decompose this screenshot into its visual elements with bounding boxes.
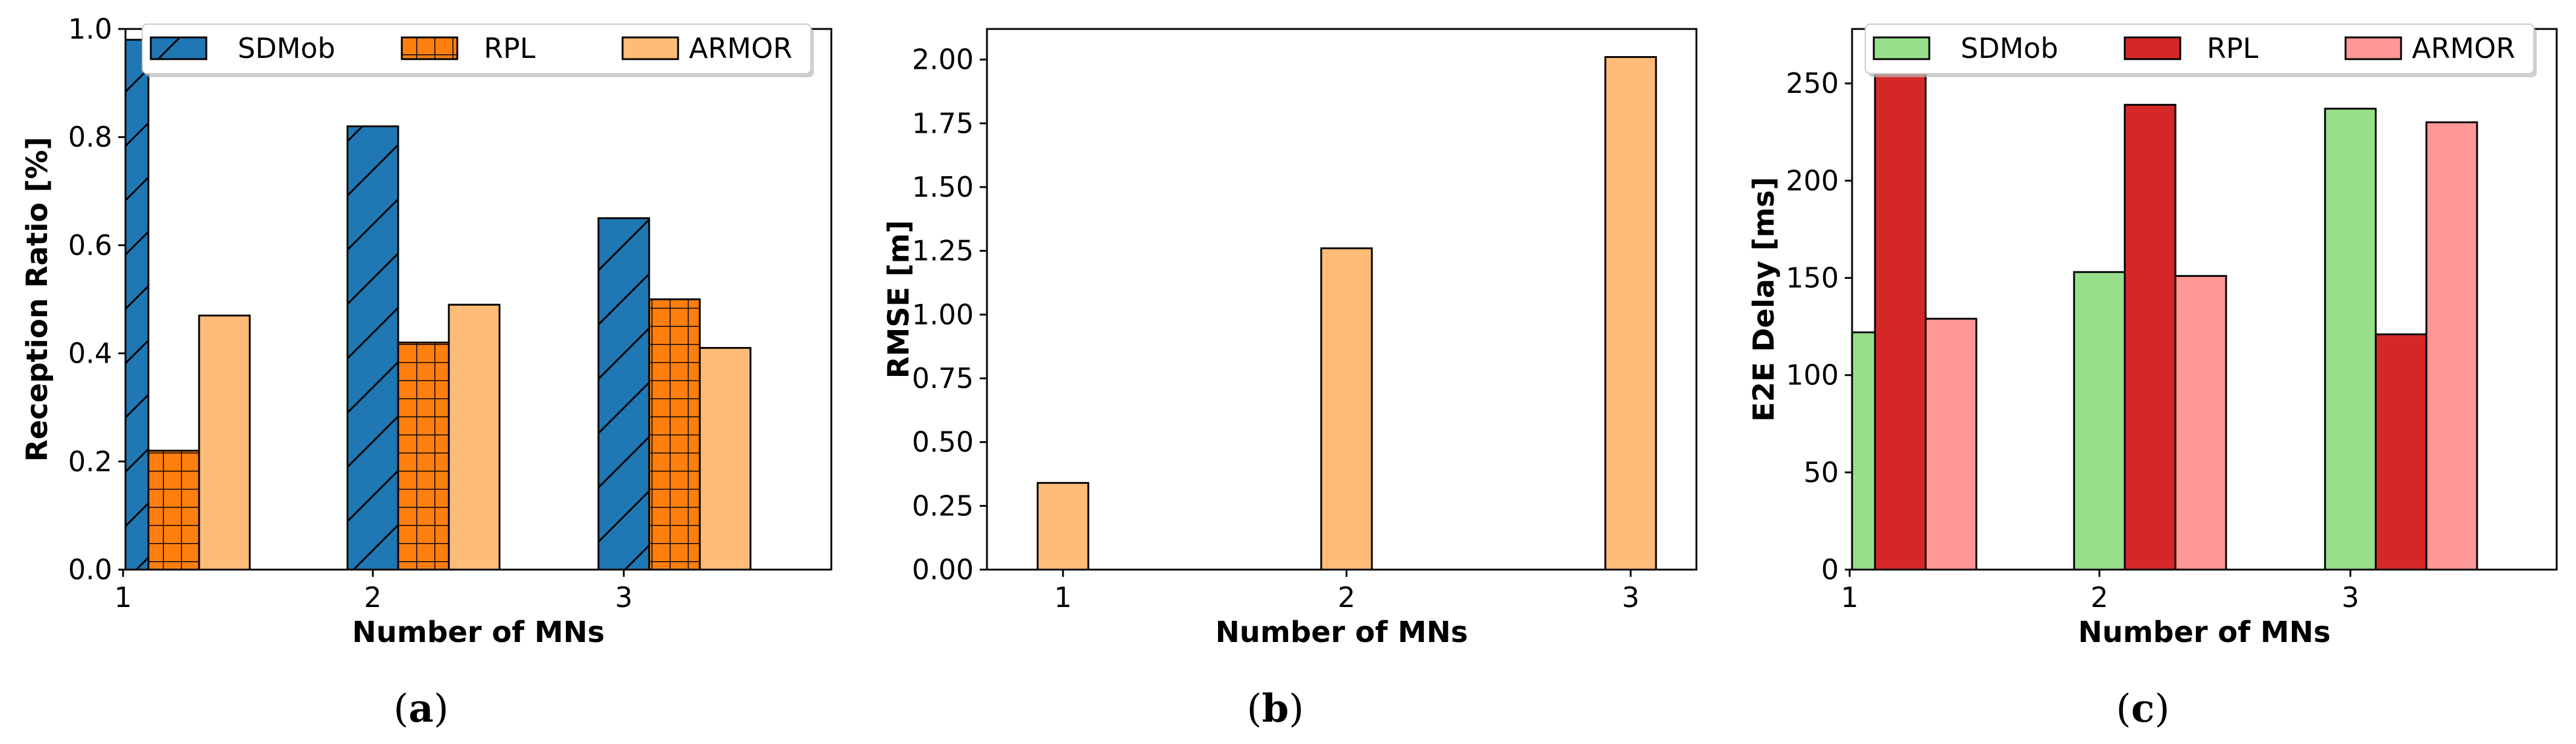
x-tick-label: 1 bbox=[114, 581, 132, 614]
x-tick-label: 3 bbox=[615, 581, 632, 614]
bar-armor-1 bbox=[198, 314, 251, 570]
legend-label-armor: ARMOR bbox=[689, 32, 792, 65]
x-tick-label: 1 bbox=[1054, 581, 1071, 614]
y-axis-label: E2E Delay [ms] bbox=[1747, 177, 1781, 422]
panel-caption: (b) bbox=[1247, 686, 1304, 731]
y-axis-label: RMSE [m] bbox=[882, 220, 916, 379]
legend-label-sdmob: SDMob bbox=[1961, 32, 2058, 65]
bars bbox=[1036, 56, 1657, 570]
bar-rpl-2 bbox=[2124, 104, 2177, 570]
y-tick-label: 250 bbox=[1786, 67, 1839, 100]
legend-label-rpl: RPL bbox=[2207, 32, 2259, 65]
bar-sdmob-3 bbox=[2324, 107, 2377, 570]
bar-armor-2 bbox=[1320, 247, 1373, 570]
bar-rpl-2 bbox=[397, 342, 450, 570]
bar-sdmob-1 bbox=[125, 39, 150, 570]
y-tick-label: 1.50 bbox=[912, 171, 974, 203]
y-tick-label: 50 bbox=[1803, 456, 1839, 489]
bar-armor-1 bbox=[1036, 482, 1090, 570]
legend-swatch-rpl bbox=[2124, 36, 2181, 60]
y-tick-label: 0.8 bbox=[68, 121, 112, 153]
bar-armor-3 bbox=[1604, 56, 1657, 570]
bar-sdmob-2 bbox=[346, 125, 399, 570]
y-tick-label: 200 bbox=[1786, 164, 1839, 197]
x-tick-label: 2 bbox=[2090, 581, 2108, 614]
legend-swatch-armor bbox=[2344, 36, 2402, 60]
legend-swatch-rpl bbox=[401, 36, 458, 60]
legend-swatch-sdmob bbox=[150, 36, 208, 60]
panel-caption: (c) bbox=[2116, 686, 2170, 731]
x-axis-label: Number of MNs bbox=[1216, 615, 1468, 649]
bar-armor-3 bbox=[2425, 121, 2478, 570]
x-tick-label: 3 bbox=[2341, 581, 2359, 614]
y-tick-label: 0 bbox=[1821, 553, 1839, 586]
bar-rpl-3 bbox=[2375, 333, 2428, 570]
x-axis-label: Number of MNs bbox=[2078, 615, 2331, 649]
panel-caption: (a) bbox=[393, 686, 448, 731]
bar-sdmob-3 bbox=[597, 217, 650, 570]
legend-swatch-sdmob bbox=[1873, 36, 1930, 60]
bar-armor-2 bbox=[2174, 275, 2227, 570]
y-tick-label: 1.00 bbox=[912, 298, 974, 331]
y-tick-label: 150 bbox=[1786, 262, 1839, 294]
y-tick-label: 100 bbox=[1786, 359, 1839, 392]
bar-sdmob-1 bbox=[1852, 331, 1876, 570]
y-tick-label: 0.2 bbox=[68, 445, 112, 478]
bar-rpl-1 bbox=[147, 450, 200, 570]
legend-swatch-armor bbox=[621, 36, 679, 60]
legend: SDMob RPL ARMOR bbox=[142, 24, 814, 77]
bars bbox=[125, 39, 752, 570]
bar-sdmob-2 bbox=[2073, 271, 2126, 570]
legend: SDMob RPL ARMOR bbox=[1865, 24, 2537, 77]
y-tick-label: 2.00 bbox=[912, 43, 974, 76]
bar-armor-2 bbox=[448, 304, 501, 570]
y-tick-label: 1.75 bbox=[912, 107, 974, 139]
x-tick-label: 1 bbox=[1841, 581, 1858, 614]
y-tick-label: 0.4 bbox=[68, 337, 112, 370]
chart-panel-c: 0 50 100 150 200 250 1 2 3 Number of MNs E2E Delay… bbox=[1747, 24, 2558, 731]
y-tick-label: 1.25 bbox=[912, 235, 974, 267]
y-axis-label: Reception Ratio [%] bbox=[21, 137, 54, 462]
y-tick-label: 0.00 bbox=[912, 553, 974, 586]
y-tick-label: 0.50 bbox=[912, 426, 974, 459]
x-tick-label: 2 bbox=[364, 581, 381, 614]
bar-armor-1 bbox=[1924, 317, 1978, 570]
legend-label-rpl: RPL bbox=[484, 32, 536, 65]
bar-rpl-3 bbox=[648, 298, 701, 570]
legend-label-sdmob: SDMob bbox=[238, 32, 335, 65]
x-axis-label: Number of MNs bbox=[352, 615, 605, 649]
y-tick-label: 0.25 bbox=[912, 489, 974, 522]
x-tick-label: 2 bbox=[1337, 581, 1355, 614]
chart-panel-a: 0.0 0.2 0.4 0.6 0.8 1.0 1 2 3 Number of MNs Recept… bbox=[21, 13, 833, 731]
bar-rpl-1 bbox=[1874, 53, 1927, 570]
bar-armor-3 bbox=[699, 347, 752, 570]
y-tick-label: 0.0 bbox=[68, 553, 112, 586]
y-tick-label: 0.6 bbox=[68, 229, 112, 261]
chart-panel-b: 0.00 0.25 0.50 0.75 1.00 1.25 1.50 1.75 2.00 1 2 3 N… bbox=[882, 28, 1698, 731]
legend-label-armor: ARMOR bbox=[2412, 32, 2515, 65]
y-tick-label: 1.0 bbox=[68, 13, 112, 45]
y-tick-label: 0.75 bbox=[912, 362, 974, 395]
x-tick-label: 3 bbox=[1622, 581, 1639, 614]
plot-frame bbox=[986, 28, 1698, 571]
bars bbox=[1852, 53, 2478, 570]
